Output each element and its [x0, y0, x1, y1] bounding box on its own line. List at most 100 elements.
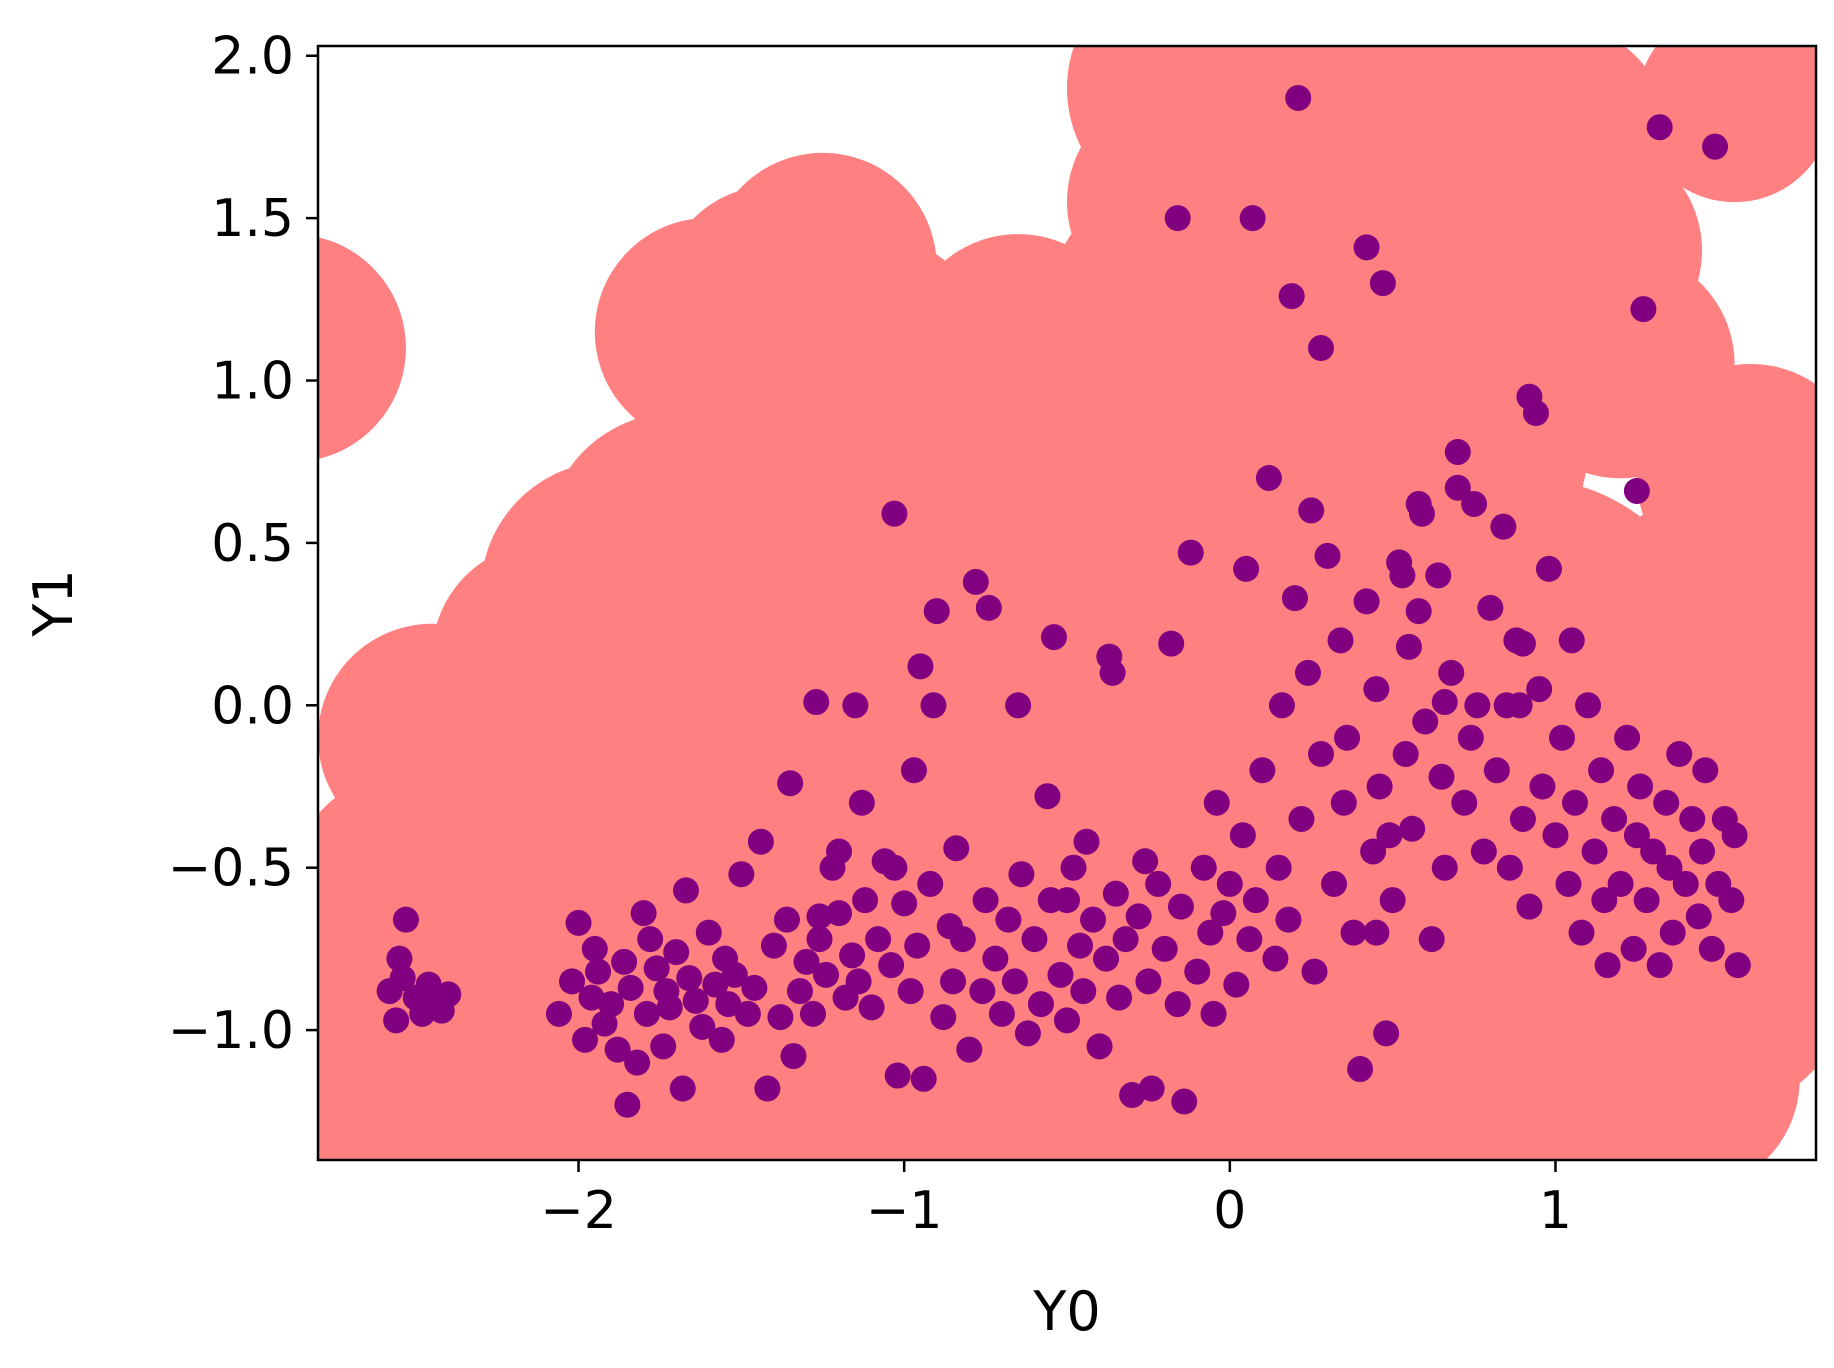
data-point — [1412, 708, 1439, 735]
data-point — [1014, 1020, 1041, 1047]
region-layer — [318, 46, 1816, 1160]
data-point — [1340, 919, 1367, 946]
data-point — [1239, 205, 1266, 232]
y-axis-label: Y1 — [22, 569, 85, 637]
data-point — [1594, 952, 1621, 979]
data-point — [1438, 659, 1465, 686]
data-point — [891, 890, 918, 917]
data-point — [1408, 500, 1435, 527]
data-point — [604, 1036, 631, 1063]
data-point — [1457, 724, 1484, 751]
data-point — [1366, 773, 1393, 800]
data-point — [956, 1036, 983, 1063]
data-point — [578, 984, 605, 1011]
data-point — [689, 1013, 716, 1040]
data-point — [1601, 805, 1628, 832]
data-point — [786, 978, 813, 1005]
y-tick-label: 1.0 — [211, 352, 294, 412]
data-point — [1483, 757, 1510, 784]
data-point — [1203, 789, 1230, 816]
data-point — [1425, 562, 1452, 589]
x-tick-label: 0 — [1213, 1181, 1246, 1241]
data-point — [695, 919, 722, 946]
data-point — [1027, 991, 1054, 1018]
data-point — [1685, 903, 1712, 930]
data-point — [1242, 887, 1269, 914]
data-point — [1656, 854, 1683, 881]
data-point — [1620, 935, 1647, 962]
data-point — [1509, 630, 1536, 657]
data-point — [923, 598, 950, 625]
data-point — [1360, 838, 1387, 865]
data-point — [1145, 870, 1172, 897]
data-point — [1373, 1020, 1400, 1047]
data-point — [1614, 724, 1641, 751]
data-point — [969, 978, 996, 1005]
data-point — [1724, 952, 1751, 979]
data-point — [581, 935, 608, 962]
data-point — [1275, 906, 1302, 933]
data-point — [1464, 692, 1491, 719]
data-point — [806, 903, 833, 930]
data-point — [1138, 1075, 1165, 1102]
y-tick-label: 2.0 — [211, 27, 294, 87]
data-point — [1001, 968, 1028, 995]
data-point — [1516, 893, 1543, 920]
data-point — [1653, 789, 1680, 816]
data-point — [813, 961, 840, 988]
data-point — [1190, 854, 1217, 881]
data-point — [1021, 926, 1048, 953]
data-point — [943, 835, 970, 862]
data-point — [881, 854, 908, 881]
data-point — [1623, 822, 1650, 849]
data-point — [1369, 270, 1396, 297]
data-point — [1630, 296, 1657, 323]
data-point — [1184, 958, 1211, 985]
data-point — [1262, 945, 1289, 972]
x-tick-label: 1 — [1539, 1181, 1572, 1241]
y-axis: −1.0 −0.5 0.0 0.5 1.0 1.5 2.0 — [168, 27, 318, 1061]
data-point — [663, 939, 690, 966]
data-point — [728, 861, 755, 888]
data-point — [1197, 919, 1224, 946]
data-point — [1568, 919, 1595, 946]
data-point — [1461, 490, 1488, 517]
data-point — [585, 958, 612, 985]
data-point — [1177, 539, 1204, 566]
data-point — [1301, 958, 1328, 985]
data-point — [734, 1000, 761, 1027]
data-point — [383, 1007, 410, 1034]
data-point — [904, 932, 931, 959]
data-point — [1431, 689, 1458, 716]
y-tick-label: −1.0 — [168, 1001, 294, 1061]
data-point — [721, 961, 748, 988]
data-point — [1223, 971, 1250, 998]
data-point — [1509, 805, 1536, 832]
data-point — [972, 887, 999, 914]
data-point — [1106, 984, 1133, 1011]
data-point — [773, 906, 800, 933]
data-point — [1132, 848, 1159, 875]
data-point — [1555, 870, 1582, 897]
data-point — [1623, 477, 1650, 504]
data-point — [865, 926, 892, 953]
data-point — [917, 870, 944, 897]
data-point — [702, 971, 729, 998]
data-point — [1431, 854, 1458, 881]
data-point — [1588, 757, 1615, 784]
data-point — [1265, 854, 1292, 881]
region-circle — [1636, 46, 1816, 203]
data-point — [1080, 906, 1107, 933]
data-point — [803, 689, 830, 716]
data-point — [760, 932, 787, 959]
data-point — [672, 877, 699, 904]
data-point — [1363, 676, 1390, 703]
region-circle — [318, 237, 406, 459]
data-point — [1112, 926, 1139, 953]
data-point — [754, 1075, 781, 1102]
y-tick-label: 0.5 — [211, 514, 294, 574]
region-circle — [1067, 704, 1393, 1031]
data-point — [897, 978, 924, 1005]
plot-area — [316, 44, 1818, 1162]
data-point — [949, 926, 976, 953]
